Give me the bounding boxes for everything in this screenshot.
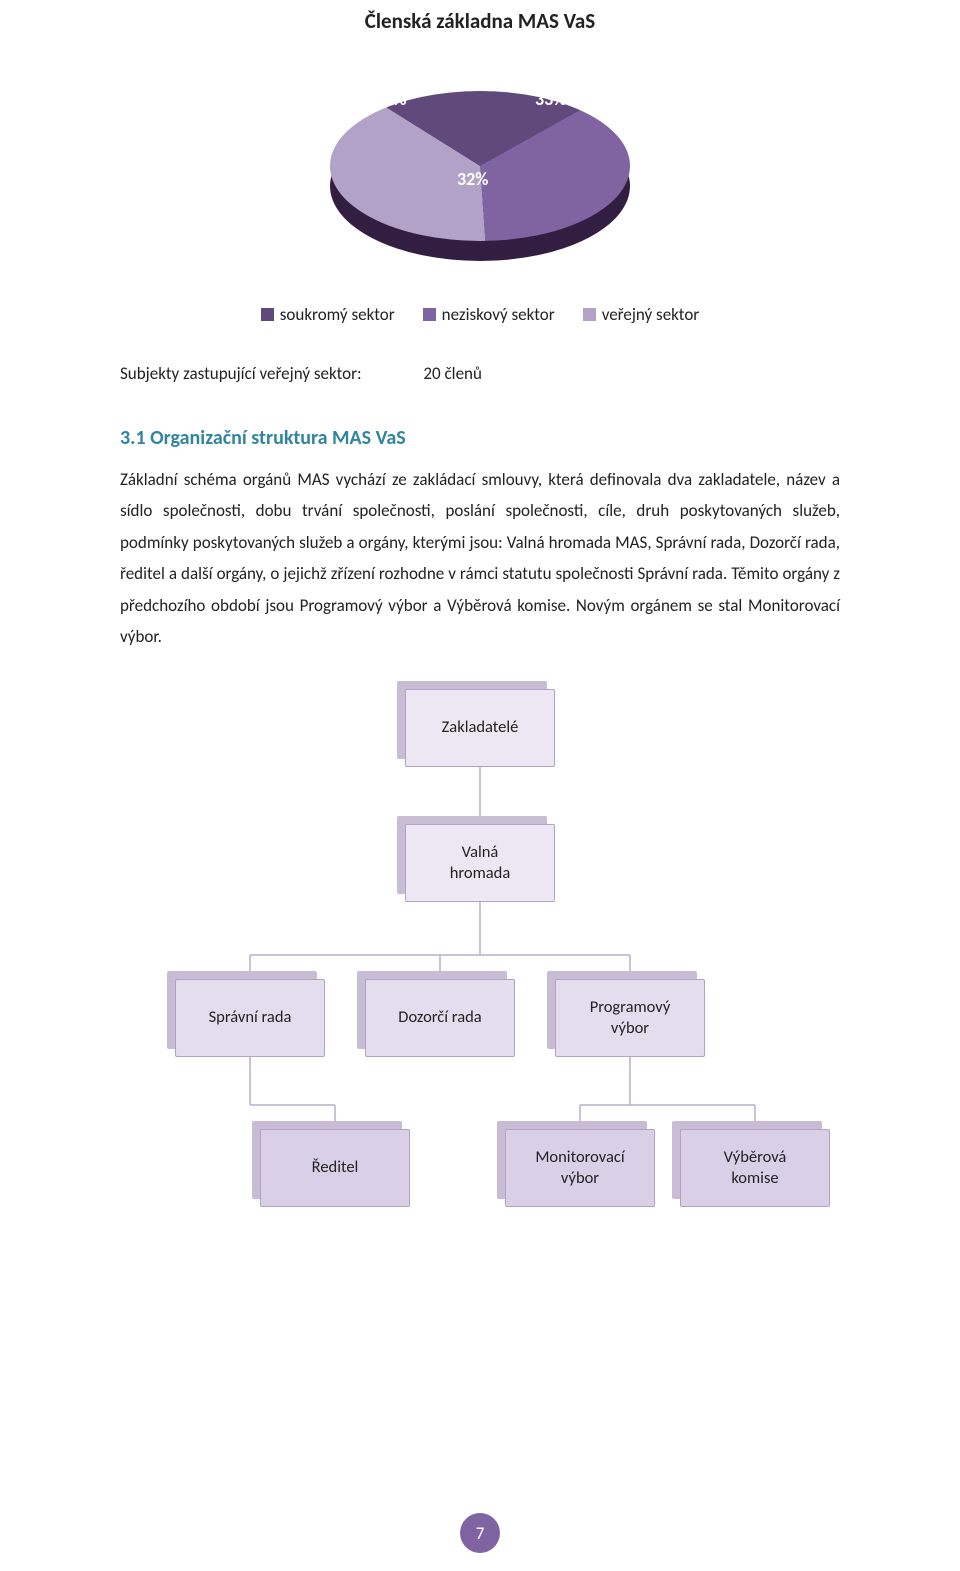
- pie-chart: 35% 33% 32%: [325, 56, 635, 276]
- org-chart: Zakladatelé Valnáhromada Správní rada Dozor…: [120, 689, 840, 1249]
- org-node-zakladatele: Zakladatelé: [405, 689, 555, 767]
- pie-slice-label: 33%: [535, 88, 566, 110]
- page: Členská základna MAS VaS 35% 33% 32% soukr…: [0, 0, 960, 1571]
- org-node-face: Programovývýbor: [555, 979, 705, 1057]
- chart-legend: soukromý sektor neziskový sektor veřejný s…: [120, 304, 840, 325]
- legend-item: veřejný sektor: [583, 304, 700, 325]
- org-node-face: Ředitel: [260, 1129, 410, 1207]
- chart-title: Členská základna MAS VaS: [120, 0, 840, 34]
- heading-3-1: 3.1 Organizační struktura MAS VaS: [120, 426, 840, 450]
- page-number-badge: 7: [460, 1513, 500, 1553]
- subjects-label: Subjekty zastupující veřejný sektor:: [120, 363, 362, 384]
- legend-label: veřejný sektor: [602, 304, 700, 325]
- legend-swatch: [261, 308, 274, 321]
- legend-label: soukromý sektor: [280, 304, 395, 325]
- org-node-programovy: Programovývýbor: [555, 979, 705, 1057]
- org-node-vyberova: Výběrovákomise: [680, 1129, 830, 1207]
- pie-slice-label: 35%: [375, 88, 406, 110]
- pie-slice-label: 32%: [457, 168, 488, 190]
- org-node-spravni: Správní rada: [175, 979, 325, 1057]
- org-node-face: Monitorovacívýbor: [505, 1129, 655, 1207]
- org-node-face: Výběrovákomise: [680, 1129, 830, 1207]
- subjects-value: 20 členů: [423, 363, 482, 384]
- org-node-monitorovaci: Monitorovacívýbor: [505, 1129, 655, 1207]
- legend-item: soukromý sektor: [261, 304, 395, 325]
- org-node-face: Zakladatelé: [405, 689, 555, 767]
- org-node-face: Valnáhromada: [405, 824, 555, 902]
- org-node-reditel: Ředitel: [260, 1129, 410, 1207]
- org-node-face: Dozorčí rada: [365, 979, 515, 1057]
- body-paragraph: Základní schéma orgánů MAS vychází ze za…: [120, 464, 840, 653]
- legend-swatch: [583, 308, 596, 321]
- subjects-line: Subjekty zastupující veřejný sektor: 20 …: [120, 363, 840, 384]
- org-node-dozorci: Dozorčí rada: [365, 979, 515, 1057]
- org-node-face: Správní rada: [175, 979, 325, 1057]
- legend-label: neziskový sektor: [442, 304, 555, 325]
- org-node-valna: Valnáhromada: [405, 824, 555, 902]
- legend-swatch: [423, 308, 436, 321]
- pie-top: [330, 91, 630, 241]
- legend-item: neziskový sektor: [423, 304, 555, 325]
